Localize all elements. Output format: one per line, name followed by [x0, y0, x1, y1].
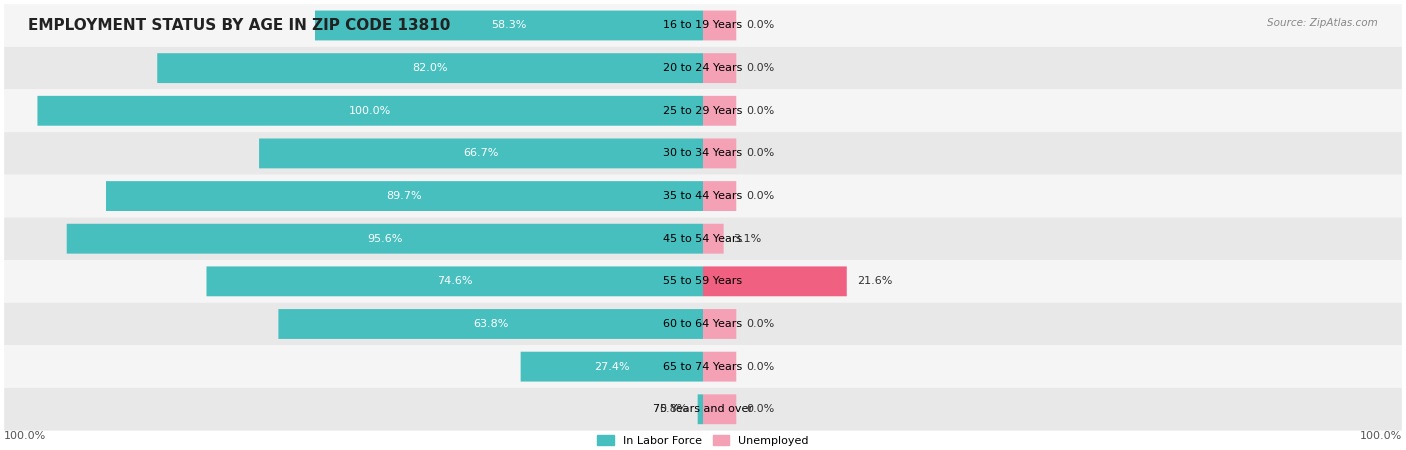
FancyBboxPatch shape [315, 10, 703, 40]
Text: 0.0%: 0.0% [747, 404, 775, 414]
FancyBboxPatch shape [520, 352, 703, 382]
Text: 65 to 74 Years: 65 to 74 Years [664, 362, 742, 372]
Text: 0.0%: 0.0% [747, 63, 775, 73]
Text: 100.0%: 100.0% [4, 432, 46, 441]
Text: 74.6%: 74.6% [437, 276, 472, 286]
Text: 89.7%: 89.7% [387, 191, 422, 201]
Legend: In Labor Force, Unemployed: In Labor Force, Unemployed [593, 431, 813, 450]
Text: 25 to 29 Years: 25 to 29 Years [664, 106, 742, 116]
FancyBboxPatch shape [703, 181, 737, 211]
FancyBboxPatch shape [703, 139, 737, 168]
Text: 0.0%: 0.0% [747, 319, 775, 329]
FancyBboxPatch shape [4, 47, 1402, 90]
FancyBboxPatch shape [703, 352, 737, 382]
FancyBboxPatch shape [38, 96, 703, 126]
FancyBboxPatch shape [697, 394, 703, 424]
Text: 0.0%: 0.0% [747, 148, 775, 158]
FancyBboxPatch shape [4, 90, 1402, 132]
Text: 3.1%: 3.1% [734, 234, 762, 244]
Text: 60 to 64 Years: 60 to 64 Years [664, 319, 742, 329]
Text: 82.0%: 82.0% [412, 63, 449, 73]
Text: 100.0%: 100.0% [349, 106, 391, 116]
FancyBboxPatch shape [703, 10, 737, 40]
Text: 63.8%: 63.8% [472, 319, 509, 329]
Text: 66.7%: 66.7% [464, 148, 499, 158]
Text: 27.4%: 27.4% [593, 362, 630, 372]
Text: 35 to 44 Years: 35 to 44 Years [664, 191, 742, 201]
Text: 55 to 59 Years: 55 to 59 Years [664, 276, 742, 286]
Text: 75 Years and over: 75 Years and over [652, 404, 754, 414]
FancyBboxPatch shape [4, 175, 1402, 217]
FancyBboxPatch shape [703, 53, 737, 83]
Text: 20 to 24 Years: 20 to 24 Years [664, 63, 742, 73]
FancyBboxPatch shape [703, 96, 737, 126]
Text: 21.6%: 21.6% [856, 276, 893, 286]
Text: 30 to 34 Years: 30 to 34 Years [664, 148, 742, 158]
FancyBboxPatch shape [259, 139, 703, 168]
FancyBboxPatch shape [157, 53, 703, 83]
Text: 0.0%: 0.0% [747, 191, 775, 201]
FancyBboxPatch shape [4, 303, 1402, 345]
Text: 58.3%: 58.3% [491, 21, 527, 31]
Text: 0.0%: 0.0% [747, 106, 775, 116]
FancyBboxPatch shape [4, 132, 1402, 175]
Text: 16 to 19 Years: 16 to 19 Years [664, 21, 742, 31]
FancyBboxPatch shape [4, 217, 1402, 260]
FancyBboxPatch shape [703, 224, 724, 254]
Text: 100.0%: 100.0% [1360, 432, 1402, 441]
FancyBboxPatch shape [4, 345, 1402, 388]
Text: EMPLOYMENT STATUS BY AGE IN ZIP CODE 13810: EMPLOYMENT STATUS BY AGE IN ZIP CODE 138… [28, 18, 450, 33]
Text: 95.6%: 95.6% [367, 234, 402, 244]
FancyBboxPatch shape [4, 388, 1402, 431]
FancyBboxPatch shape [703, 309, 737, 339]
Text: 0.0%: 0.0% [747, 362, 775, 372]
FancyBboxPatch shape [105, 181, 703, 211]
FancyBboxPatch shape [703, 266, 846, 296]
FancyBboxPatch shape [207, 266, 703, 296]
Text: 0.8%: 0.8% [659, 404, 688, 414]
FancyBboxPatch shape [703, 394, 737, 424]
FancyBboxPatch shape [4, 260, 1402, 303]
Text: 0.0%: 0.0% [747, 21, 775, 31]
FancyBboxPatch shape [66, 224, 703, 254]
FancyBboxPatch shape [4, 4, 1402, 47]
FancyBboxPatch shape [278, 309, 703, 339]
Text: Source: ZipAtlas.com: Source: ZipAtlas.com [1267, 18, 1378, 28]
Text: 45 to 54 Years: 45 to 54 Years [664, 234, 742, 244]
